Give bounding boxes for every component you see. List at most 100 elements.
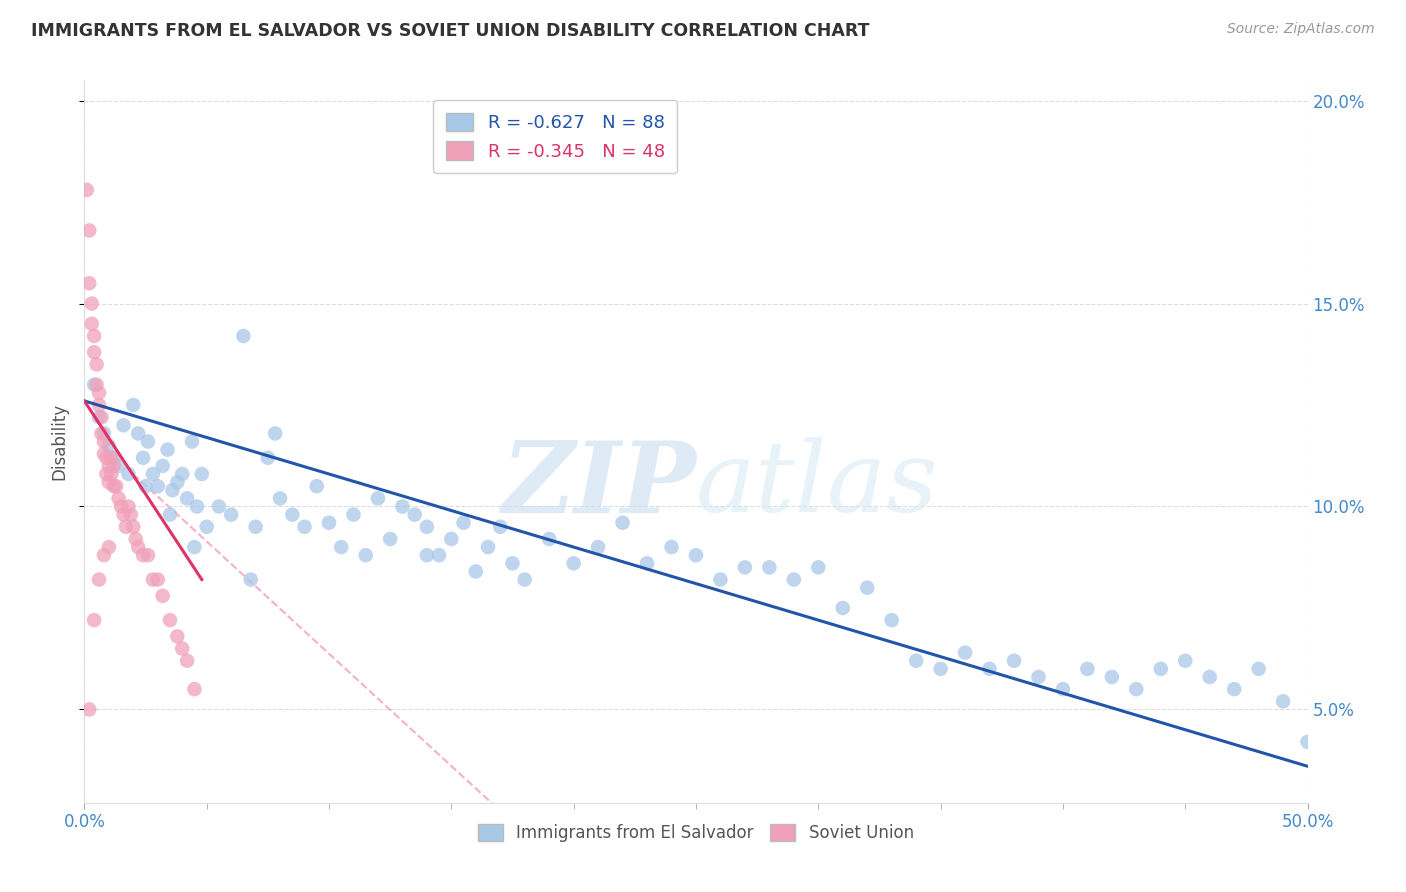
Point [146,573,169,587]
Point [257,450,280,465]
Point [294,520,316,534]
Point [156,442,179,457]
Point [181,434,204,449]
Point [115,520,138,534]
Point [367,491,389,506]
Point [807,560,830,574]
Point [502,557,524,571]
Point [758,560,780,574]
Point [87,385,110,400]
Point [183,682,205,697]
Point [953,646,976,660]
Point [1101,670,1123,684]
Point [100,467,122,481]
Point [685,548,707,562]
Point [117,500,139,514]
Point [112,418,135,433]
Point [80,296,103,310]
Point [176,654,198,668]
Point [172,467,194,481]
Point [330,540,353,554]
Point [87,410,110,425]
Point [979,662,1001,676]
Point [342,508,364,522]
Point [1002,654,1025,668]
Point [112,508,135,522]
Point [318,516,340,530]
Point [86,377,108,392]
Point [80,317,103,331]
Point [142,573,165,587]
Point [186,500,208,514]
Point [97,458,120,473]
Point [172,641,194,656]
Point [1198,670,1220,684]
Point [880,613,903,627]
Point [93,426,115,441]
Point [636,557,658,571]
Point [136,548,159,562]
Point [159,508,181,522]
Legend: Immigrants from El Salvador, Soviet Union: Immigrants from El Salvador, Soviet Unio… [471,817,921,848]
Point [90,426,112,441]
Point [586,540,609,554]
Point [152,589,174,603]
Point [117,467,139,481]
Point [734,560,756,574]
Text: IMMIGRANTS FROM EL SALVADOR VS SOVIET UNION DISABILITY CORRELATION CHART: IMMIGRANTS FROM EL SALVADOR VS SOVIET UN… [31,22,869,40]
Point [195,520,218,534]
Point [709,573,731,587]
Point [83,329,105,343]
Point [281,508,304,522]
Point [103,458,125,473]
Point [264,426,287,441]
Point [122,520,145,534]
Point [1296,735,1319,749]
Point [354,548,377,562]
Point [96,450,118,465]
Point [105,479,128,493]
Point [83,613,105,627]
Point [191,467,214,481]
Point [416,520,439,534]
Point [1174,654,1197,668]
Point [127,540,149,554]
Point [1076,662,1098,676]
Point [97,475,120,490]
Point [929,662,952,676]
Point [125,532,148,546]
Point [1028,670,1050,684]
Point [146,479,169,493]
Point [166,475,188,490]
Point [132,548,155,562]
Point [142,467,165,481]
Point [176,491,198,506]
Point [831,601,853,615]
Point [93,548,115,562]
Point [783,573,806,587]
Point [152,458,174,473]
Point [416,548,439,562]
Point [77,277,100,291]
Point [305,479,328,493]
Point [110,500,132,514]
Point [538,532,561,546]
Point [166,629,188,643]
Point [612,516,634,530]
Point [76,183,98,197]
Point [136,434,159,449]
Point [86,358,108,372]
Point [1223,682,1246,697]
Point [93,447,115,461]
Point [269,491,291,506]
Point [77,223,100,237]
Point [1247,662,1270,676]
Point [162,483,184,498]
Point [391,500,413,514]
Y-axis label: Disability: Disability [51,403,69,480]
Point [122,398,145,412]
Point [96,467,118,481]
Text: Source: ZipAtlas.com: Source: ZipAtlas.com [1227,22,1375,37]
Point [132,450,155,465]
Point [107,458,129,473]
